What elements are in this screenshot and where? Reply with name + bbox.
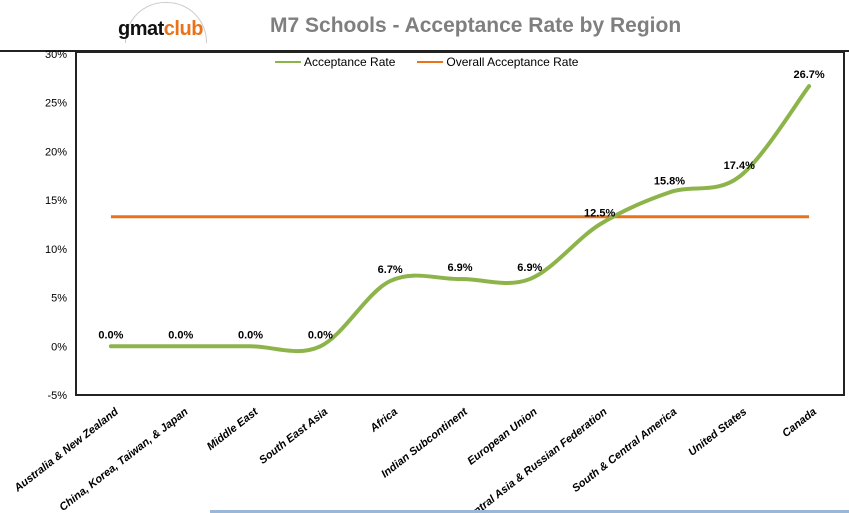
plot-area [75,51,845,396]
x-tick-label: South East Asia [257,406,330,467]
x-tick-label: China, Korea, Taiwan, & Japan [57,406,190,513]
data-label: 17.4% [724,160,755,172]
data-label: 0.0% [168,329,193,341]
data-label: 6.7% [378,264,403,276]
data-label: 0.0% [308,329,333,341]
y-tick-label: 20% [45,146,67,158]
x-tick-label: United States [686,406,749,459]
x-tick-label: Canada [780,406,819,440]
x-tick-label: European Union [465,406,540,468]
chart-title: M7 Schools - Acceptance Rate by Region [270,14,682,37]
y-tick-label: 5% [51,293,67,305]
data-label: 0.0% [98,329,123,341]
legend-item-acceptance: Acceptance Rate [275,55,395,69]
data-label: 26.7% [793,69,824,81]
y-tick-label: 30% [45,49,67,61]
y-tick-label: 15% [45,195,67,207]
data-label: 6.9% [447,262,472,274]
y-tick-label: 25% [45,98,67,110]
legend: Acceptance Rate Overall Acceptance Rate [275,55,578,69]
data-label: 12.5% [584,208,615,220]
data-label: 15.8% [654,175,685,187]
legend-swatch [275,61,301,63]
window-scrollbar [210,510,849,513]
data-label: 6.9% [517,262,542,274]
x-tick-label: Africa [367,406,400,435]
y-tick-label: -5% [47,390,67,402]
y-tick-label: 0% [51,341,67,353]
legend-swatch [417,61,444,63]
y-tick-label: 10% [45,244,67,256]
gmatclub-logo: gmatclub [118,18,203,40]
legend-item-overall: Overall Acceptance Rate [417,55,578,69]
data-label: 0.0% [238,329,263,341]
series-acceptance-line [108,84,812,354]
x-tick-label: Middle East [205,405,262,453]
